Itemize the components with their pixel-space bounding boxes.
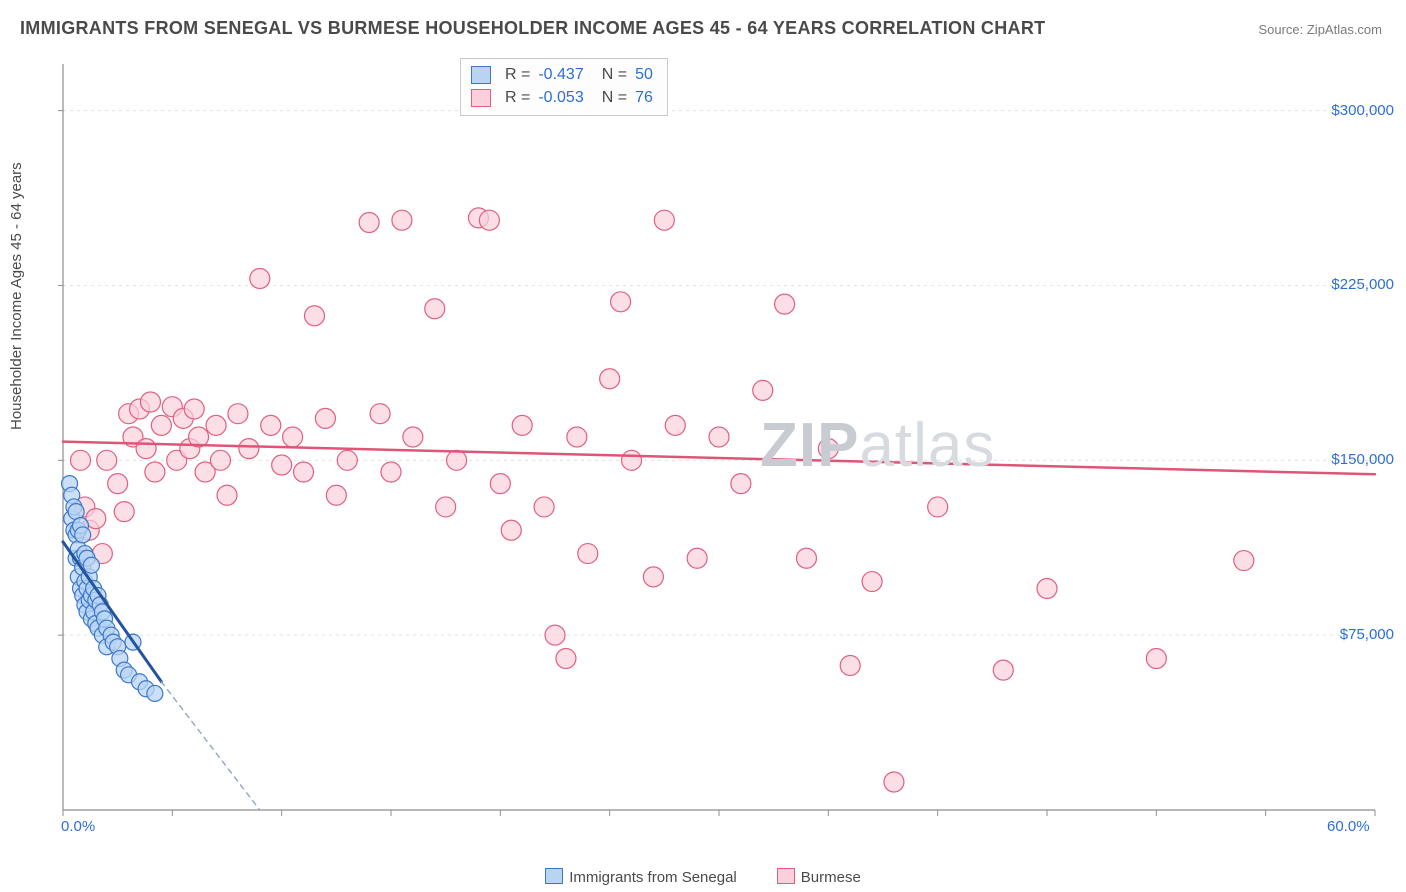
legend-bottom: Immigrants from Senegal Burmese xyxy=(0,868,1406,886)
source-credit: Source: ZipAtlas.com xyxy=(1258,22,1382,37)
stat-n-value: 50 xyxy=(635,63,653,86)
legend-swatch xyxy=(777,868,795,884)
series-swatch xyxy=(471,89,491,107)
y-tick-label: $225,000 xyxy=(1331,276,1394,293)
y-axis-label: Householder Income Ages 45 - 64 years xyxy=(8,162,25,430)
stat-n-label: N = xyxy=(602,63,627,86)
series-swatch xyxy=(471,66,491,84)
stat-n-label: N = xyxy=(602,86,627,109)
stat-r-label: R = xyxy=(505,63,530,86)
y-tick-label: $300,000 xyxy=(1331,102,1394,119)
stat-r-value: -0.053 xyxy=(538,86,583,109)
y-tick-label: $75,000 xyxy=(1340,626,1394,643)
stat-r-label: R = xyxy=(505,86,530,109)
chart-container: IMMIGRANTS FROM SENEGAL VS BURMESE HOUSE… xyxy=(0,0,1406,892)
chart-title: IMMIGRANTS FROM SENEGAL VS BURMESE HOUSE… xyxy=(20,18,1045,39)
stats-row: R = -0.053 N = 76 xyxy=(471,86,653,109)
legend-swatch xyxy=(545,868,563,884)
stats-legend-box: R = -0.437 N = 50 R = -0.053 N = 76 xyxy=(460,58,668,116)
plot-area xyxy=(55,58,1383,838)
y-tick-label: $150,000 xyxy=(1331,451,1394,468)
source-value: ZipAtlas.com xyxy=(1307,22,1382,37)
source-label: Source: xyxy=(1258,22,1306,37)
stat-r-value: -0.437 xyxy=(538,63,583,86)
stat-n-value: 76 xyxy=(635,86,653,109)
x-tick-label: 0.0% xyxy=(61,818,95,835)
legend-label: Immigrants from Senegal xyxy=(569,869,737,886)
scatter-svg xyxy=(55,58,1383,838)
x-tick-label: 60.0% xyxy=(1327,818,1370,835)
legend-item: Immigrants from Senegal xyxy=(545,868,737,886)
legend-label: Burmese xyxy=(801,869,861,886)
legend-item: Burmese xyxy=(777,868,861,886)
stats-row: R = -0.437 N = 50 xyxy=(471,63,653,86)
